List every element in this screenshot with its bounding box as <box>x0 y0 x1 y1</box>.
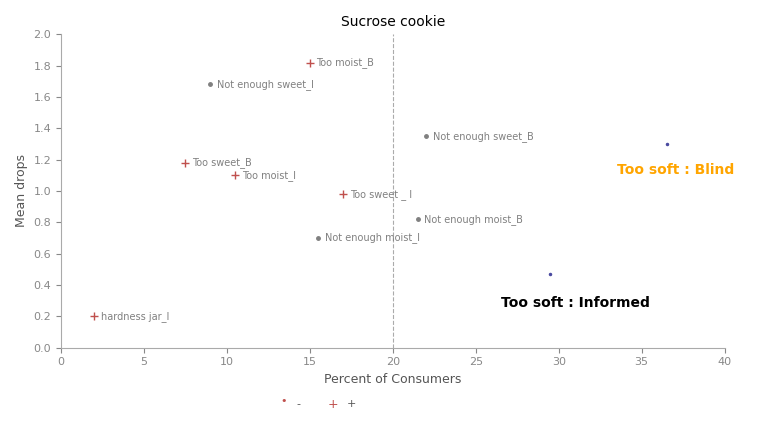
Text: Too moist_I: Too moist_I <box>242 170 296 181</box>
Text: -: - <box>297 399 301 409</box>
Text: Too sweet_B: Too sweet_B <box>192 157 252 168</box>
Text: Not enough sweet_B: Not enough sweet_B <box>432 131 533 142</box>
Text: hardness jar_I: hardness jar_I <box>101 311 169 322</box>
Text: Too soft : Informed: Too soft : Informed <box>501 296 649 310</box>
Text: •: • <box>280 396 287 406</box>
Text: +: + <box>328 398 339 411</box>
Text: Too sweet _ I: Too sweet _ I <box>349 189 412 200</box>
X-axis label: Percent of Consumers: Percent of Consumers <box>324 373 461 386</box>
Y-axis label: Mean drops: Mean drops <box>15 154 28 227</box>
Text: +: + <box>346 399 355 409</box>
Text: Too moist_B: Too moist_B <box>317 57 374 68</box>
Text: Not enough moist_B: Not enough moist_B <box>425 214 524 225</box>
Text: Not enough moist_I: Not enough moist_I <box>325 233 420 243</box>
Text: Not enough sweet_I: Not enough sweet_I <box>217 79 314 90</box>
Text: Too soft : Blind: Too soft : Blind <box>616 163 734 177</box>
Title: Sucrose cookie: Sucrose cookie <box>341 15 445 29</box>
